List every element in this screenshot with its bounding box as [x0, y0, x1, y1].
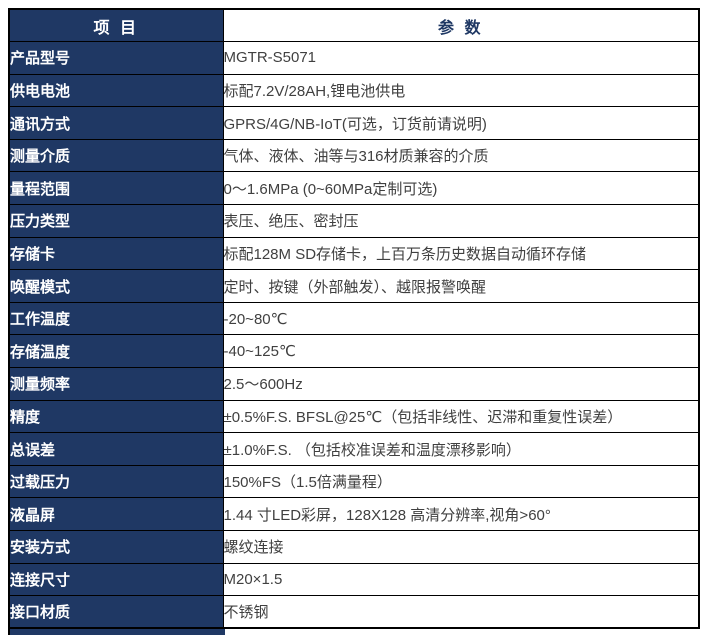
spec-row: 测量介质 气体、液体、油等与316材质兼容的介质 — [8, 138, 700, 173]
spec-row: 过载压力 150%FS（1.5倍满量程） — [8, 464, 700, 499]
spec-value-cell: 不锈钢 — [222, 595, 700, 629]
header-item-cell: 项 目 — [8, 8, 224, 43]
spec-label-cell: 压力类型 — [8, 204, 224, 238]
spec-label-cell: 唤醒模式 — [8, 269, 224, 303]
spec-row: 测量频率 2.5～600Hz — [8, 367, 700, 401]
spec-value-cell: -20~80℃ — [222, 301, 700, 336]
spec-label-cell: 连接尺寸 — [8, 562, 224, 597]
spec-value-cell: GPRS/4G/NB-IoT(可选，订货前请说明) — [222, 106, 700, 140]
spec-row: 存储卡 标配128M SD存储卡，上百万条历史数据自动循环存储 — [8, 236, 700, 271]
spec-value-cell: 气体、液体、油等与316材质兼容的介质 — [222, 138, 700, 173]
spec-value-cell: 1.44 寸LED彩屏，128X128 高清分辨率,视角>60° — [222, 497, 700, 531]
spec-value-cell: 150%FS（1.5倍满量程） — [222, 464, 700, 499]
spec-row: 接口材质 不锈钢 — [8, 595, 700, 629]
spec-label-cell: 通讯方式 — [8, 106, 224, 140]
spec-value-cell: 标配7.2V/28AH,锂电池供电 — [222, 73, 700, 108]
spec-value-cell: -40~125℃ — [222, 334, 700, 369]
spec-row: 唤醒模式 定时、按键（外部触发）、越限报警唤醒 — [8, 269, 700, 303]
spec-label-cell: 量程范围 — [8, 171, 224, 206]
spec-row: 量程范围 0～1.6MPa (0~60MPa定制可选) — [8, 171, 700, 206]
spec-row: 精度 ±0.5%F.S. BFSL@25℃（包括非线性、迟滞和重复性误差） — [8, 399, 700, 434]
spec-label-cell: 液晶屏 — [8, 497, 224, 531]
spec-value-cell: ±0.5%F.S. BFSL@25℃（包括非线性、迟滞和重复性误差） — [222, 399, 700, 434]
spec-header-row: 项 目 参 数 — [8, 8, 700, 43]
spec-value-cell: MGTR-S5071 — [222, 41, 700, 75]
spec-value-cell: 0～1.6MPa (0~60MPa定制可选) — [222, 171, 700, 206]
spec-row: 工作温度 -20~80℃ — [8, 301, 700, 336]
spec-label-cell: 测量频率 — [8, 367, 224, 401]
spec-label-cell: 总误差 — [8, 432, 224, 466]
spec-row: 连接尺寸 M20×1.5 — [8, 562, 700, 597]
spec-row: 压力类型 表压、绝压、密封压 — [8, 204, 700, 238]
spec-row: 安装方式 螺纹连接 — [8, 530, 700, 564]
next-row-clipped-stub — [8, 629, 225, 635]
spec-row: 产品型号 MGTR-S5071 — [8, 41, 700, 75]
spec-value-cell: ±1.0%F.S. （包括校准误差和温度漂移影响） — [222, 432, 700, 466]
spec-label-cell: 安装方式 — [8, 530, 224, 564]
spec-value-cell: 定时、按键（外部触发）、越限报警唤醒 — [222, 269, 700, 303]
spec-value-cell: 标配128M SD存储卡，上百万条历史数据自动循环存储 — [222, 236, 700, 271]
header-param-cell: 参 数 — [222, 8, 700, 43]
spec-label-cell: 产品型号 — [8, 41, 224, 75]
spec-label-cell: 工作温度 — [8, 301, 224, 336]
spec-label-cell: 存储温度 — [8, 334, 224, 369]
spec-value-cell: 2.5～600Hz — [222, 367, 700, 401]
spec-row: 通讯方式 GPRS/4G/NB-IoT(可选，订货前请说明) — [8, 106, 700, 140]
spec-value-cell: 表压、绝压、密封压 — [222, 204, 700, 238]
spec-label-cell: 精度 — [8, 399, 224, 434]
spec-value-cell: M20×1.5 — [222, 562, 700, 597]
spec-row: 液晶屏 1.44 寸LED彩屏，128X128 高清分辨率,视角>60° — [8, 497, 700, 531]
spec-label-cell: 过载压力 — [8, 464, 224, 499]
spec-row: 总误差 ±1.0%F.S. （包括校准误差和温度漂移影响） — [8, 432, 700, 466]
spec-value-cell: 螺纹连接 — [222, 530, 700, 564]
spec-row: 存储温度 -40~125℃ — [8, 334, 700, 369]
spec-label-cell: 接口材质 — [8, 595, 224, 629]
spec-label-cell: 存储卡 — [8, 236, 224, 271]
spec-label-cell: 供电电池 — [8, 73, 224, 108]
spec-row: 供电电池 标配7.2V/28AH,锂电池供电 — [8, 73, 700, 108]
spec-table: 项 目 参 数 产品型号 MGTR-S5071 供电电池 标配7.2V/28AH… — [8, 8, 700, 630]
spec-label-cell: 测量介质 — [8, 138, 224, 173]
